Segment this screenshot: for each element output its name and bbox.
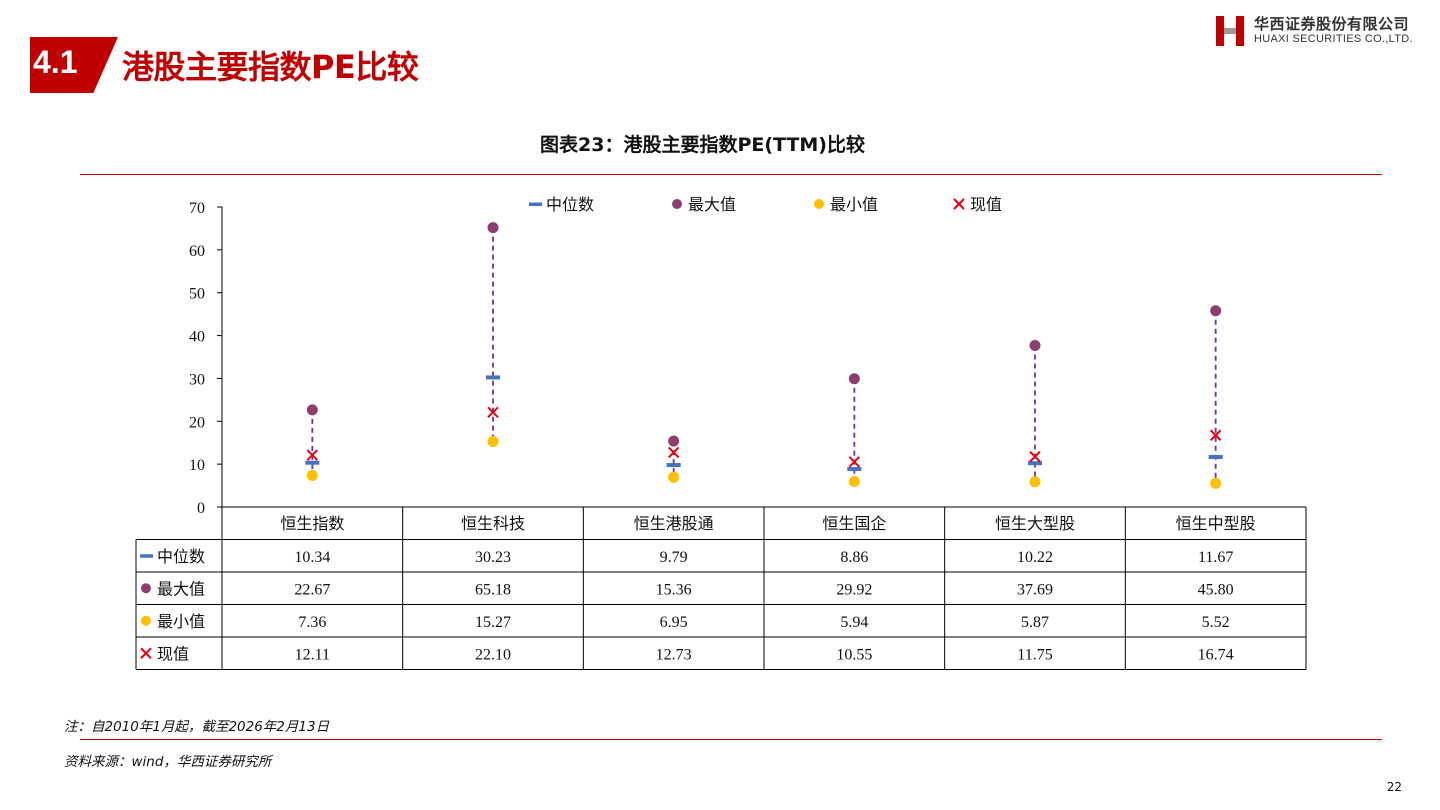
current-point bbox=[487, 406, 499, 418]
data-label: 8.86 bbox=[840, 549, 868, 566]
row-header-label: 最小值 bbox=[157, 612, 205, 631]
data-label: 11.67 bbox=[1198, 549, 1233, 566]
data-label: 7.36 bbox=[298, 614, 326, 631]
logo-text-cn: 华西证券股份有限公司 bbox=[1254, 15, 1410, 33]
data-label: 11.75 bbox=[1017, 646, 1052, 663]
data-label: 10.22 bbox=[1017, 549, 1053, 566]
y-tick-label: 30 bbox=[189, 371, 205, 388]
y-tick-label: 50 bbox=[189, 286, 205, 303]
category-label: 恒生港股通 bbox=[634, 514, 714, 533]
footer-divider bbox=[80, 739, 1382, 740]
legend-max-icon bbox=[672, 199, 682, 209]
category-label: 恒生中型股 bbox=[1176, 514, 1256, 533]
data-label: 15.27 bbox=[475, 614, 511, 631]
source-note: 资料来源：wind，华西证券研究所 bbox=[64, 754, 272, 770]
data-label: 22.67 bbox=[294, 581, 330, 598]
median-marker bbox=[1028, 461, 1042, 466]
data-label: 16.74 bbox=[1198, 646, 1234, 663]
data-label: 5.52 bbox=[1202, 614, 1230, 631]
data-label: 6.95 bbox=[660, 614, 688, 631]
median-marker bbox=[486, 375, 500, 380]
min-point bbox=[1029, 476, 1041, 488]
huaxi-logo-icon bbox=[1216, 16, 1244, 46]
y-tick-label: 0 bbox=[197, 500, 205, 517]
legend-median-icon bbox=[529, 202, 542, 206]
category-label: 恒生指数 bbox=[280, 514, 344, 533]
row-header-label: 最大值 bbox=[157, 579, 205, 598]
y-tick-label: 70 bbox=[189, 200, 205, 217]
company-logo: 华西证券股份有限公司 HUAXI SECURITIES CO.,LTD. bbox=[1214, 12, 1428, 52]
y-tick-label: 40 bbox=[189, 329, 205, 346]
min-point bbox=[487, 436, 499, 448]
chart-note: 注：自2010年1月起，截至2026年2月13日 bbox=[64, 719, 330, 735]
data-label: 10.34 bbox=[294, 549, 330, 566]
page-title: 港股主要指数PE比较 bbox=[122, 48, 419, 86]
legend-median-icon bbox=[140, 554, 153, 558]
max-point bbox=[306, 404, 318, 416]
data-label: 30.23 bbox=[475, 549, 511, 566]
legend-max-icon bbox=[141, 583, 151, 594]
min-point bbox=[306, 469, 318, 481]
category-label: 恒生大型股 bbox=[995, 514, 1075, 533]
median-marker bbox=[847, 467, 862, 472]
y-tick-label: 20 bbox=[189, 414, 205, 431]
current-point bbox=[667, 446, 680, 459]
data-label: 15.36 bbox=[656, 581, 692, 598]
legend-min-icon bbox=[814, 199, 824, 209]
category-label: 恒生国企 bbox=[822, 514, 886, 533]
section-number: 4.1 bbox=[33, 44, 78, 80]
figure-caption: 图表23：港股主要指数PE(TTM)比较 bbox=[540, 134, 865, 156]
data-label: 37.69 bbox=[1017, 581, 1053, 598]
current-point bbox=[1209, 429, 1222, 441]
data-label: 10.55 bbox=[836, 646, 872, 663]
data-label: 12.73 bbox=[656, 646, 692, 663]
max-point bbox=[487, 222, 499, 234]
median-marker bbox=[666, 463, 681, 468]
data-label: 9.79 bbox=[660, 549, 688, 566]
data-label: 5.94 bbox=[840, 614, 868, 631]
max-point bbox=[1029, 339, 1041, 351]
legend-label: 中位数 bbox=[546, 195, 594, 214]
y-tick-label: 60 bbox=[189, 243, 205, 260]
data-label: 65.18 bbox=[475, 581, 511, 598]
legend-current-icon bbox=[140, 647, 152, 659]
legend-current-icon bbox=[953, 198, 965, 210]
median-marker bbox=[1208, 454, 1223, 459]
caption-divider bbox=[80, 174, 1382, 175]
data-label: 45.80 bbox=[1198, 581, 1234, 598]
y-tick-label: 10 bbox=[189, 457, 205, 474]
current-point bbox=[848, 456, 861, 468]
data-label: 29.92 bbox=[836, 581, 872, 598]
max-point bbox=[668, 435, 680, 447]
min-point bbox=[848, 476, 860, 488]
data-label: 5.87 bbox=[1021, 614, 1049, 631]
legend-min-icon bbox=[141, 615, 151, 626]
data-label: 12.11 bbox=[295, 646, 330, 663]
max-point bbox=[1210, 305, 1222, 317]
current-point bbox=[1029, 450, 1041, 463]
legend-label: 现值 bbox=[970, 195, 1002, 214]
page-number: 22 bbox=[1386, 780, 1402, 794]
logo-text-en: HUAXI SECURITIES CO.,LTD. bbox=[1254, 33, 1413, 45]
max-point bbox=[848, 373, 860, 385]
category-label: 恒生科技 bbox=[461, 514, 525, 533]
current-point bbox=[306, 449, 319, 461]
legend-label: 最大值 bbox=[688, 195, 736, 214]
median-marker bbox=[305, 460, 320, 465]
min-point bbox=[668, 471, 680, 483]
min-point bbox=[1210, 477, 1222, 489]
legend-label: 最小值 bbox=[830, 195, 878, 214]
row-header-label: 中位数 bbox=[157, 547, 205, 566]
data-label: 22.10 bbox=[475, 646, 511, 663]
row-header-label: 现值 bbox=[157, 644, 189, 663]
